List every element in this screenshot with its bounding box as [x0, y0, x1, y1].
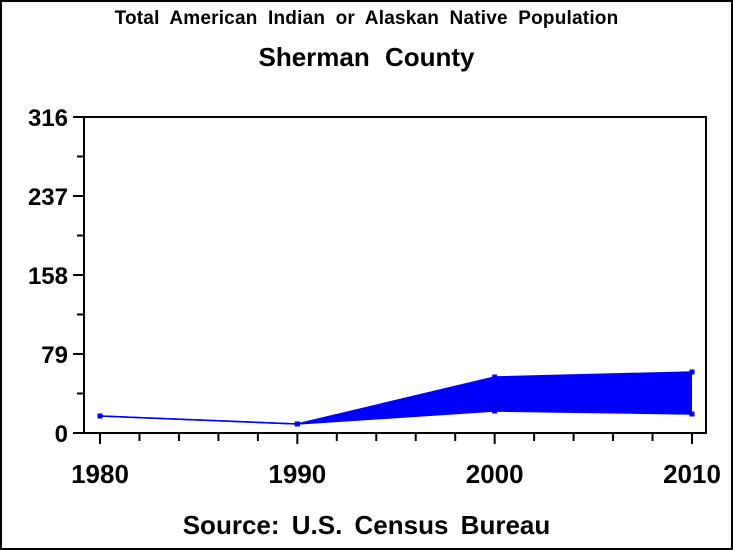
y-axis-tick-label: 79 [41, 342, 68, 369]
data-point-marker-lower-bound [492, 408, 498, 414]
x-axis-tick-label: 1980 [71, 459, 129, 489]
y-axis-tick-label: 237 [28, 184, 68, 211]
x-axis-tick-label: 2010 [663, 459, 721, 489]
data-point-marker-lower-bound [97, 413, 103, 419]
x-axis-tick-label: 2000 [466, 459, 524, 489]
data-point-marker-upper-bound [492, 374, 498, 380]
x-axis-tick-label: 1990 [268, 459, 326, 489]
series-line-lower-bound [99, 410, 693, 425]
chart-subtitle: Sherman County [258, 42, 475, 72]
chart-title: Total American Indian or Alaskan Native … [114, 8, 619, 29]
y-axis-tick-label: 316 [28, 105, 68, 132]
source-footnote: Source: U.S. Census Bureau [182, 510, 551, 540]
y-axis-tick-label: 0 [55, 421, 68, 448]
band-fill [100, 372, 692, 424]
data-point-marker-upper-bound [689, 369, 695, 375]
y-axis-tick-label: 158 [28, 263, 68, 290]
data-point-marker-lower-bound [689, 411, 695, 417]
data-point-marker-lower-bound [294, 421, 300, 427]
